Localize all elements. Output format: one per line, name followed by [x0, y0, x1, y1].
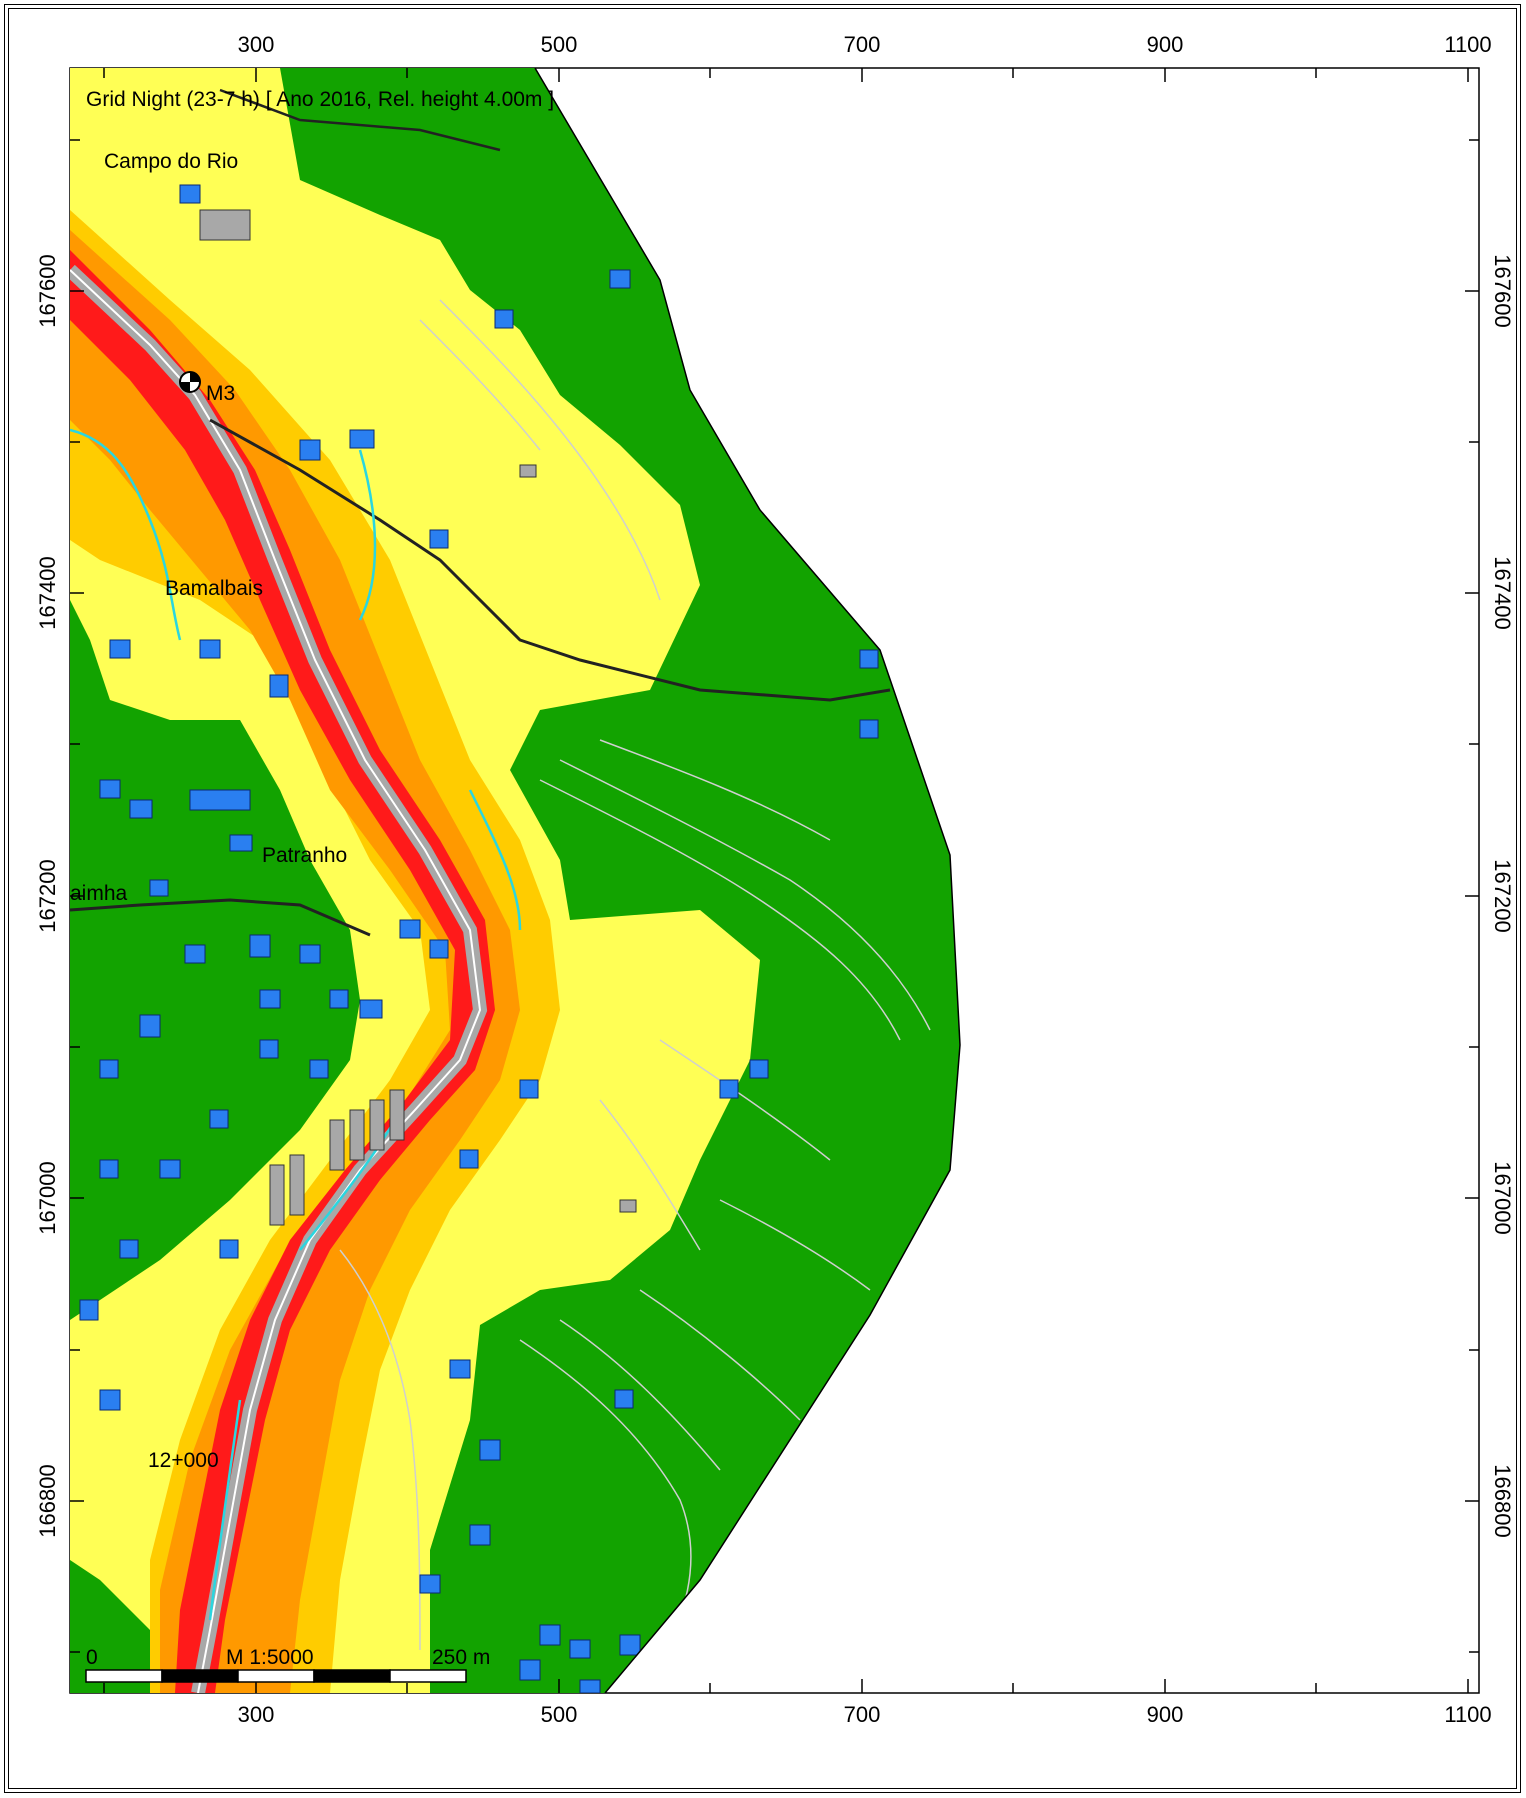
scale-bar — [85, 1669, 467, 1683]
railway-inner — [70, 269, 482, 1693]
x-tick-bottom-900: 900 — [1147, 1702, 1184, 1727]
zone-yellow-upper-left — [70, 110, 200, 280]
axis-ticks — [70, 68, 1479, 1693]
y-tick-left-167000: 167000 — [35, 1161, 60, 1234]
x-tick-bottom-700: 700 — [844, 1702, 881, 1727]
x-tick-top-300: 300 — [238, 32, 275, 57]
y-tick-left-167600: 167600 — [35, 254, 60, 327]
x-tick-top-1100: 1100 — [1444, 32, 1491, 57]
grey-buildings — [199, 209, 637, 1226]
y-tick-right-167600: 167600 — [1490, 254, 1515, 327]
y-tick-right-167400: 167400 — [1490, 556, 1515, 629]
x-tick-bottom-1100: 1100 — [1444, 1702, 1491, 1727]
outer-frame — [4, 4, 1521, 1793]
y-tick-right-167200: 167200 — [1490, 859, 1515, 932]
label-campo-do-rio: Campo do Rio — [104, 150, 238, 173]
zone-light-orange — [70, 210, 560, 1693]
y-tick-left-167400: 167400 — [35, 556, 60, 629]
label-aimha: aimha — [70, 882, 128, 905]
zone-orange — [70, 230, 520, 1693]
y-tick-right-166800: 166800 — [1490, 1464, 1515, 1537]
label-bamalbais: Bamalbais — [165, 577, 263, 600]
zone-boundary — [534, 67, 961, 1694]
scale-bar-end: 250 m — [432, 1646, 490, 1669]
x-tick-bottom-300: 300 — [238, 1702, 275, 1727]
y-tick-left-167200: 167200 — [35, 859, 60, 932]
y-tick-left-166800: 166800 — [35, 1464, 60, 1537]
x-tick-top-500: 500 — [541, 32, 578, 57]
map-title: Grid Night (23-7 h) [ Ano 2016, Rel. hei… — [86, 88, 554, 111]
scale-bar-start: 0 — [86, 1646, 98, 1669]
scale-bar-ratio: M 1:5000 — [226, 1646, 314, 1669]
label-marker-m3: M3 — [206, 382, 235, 405]
marker-m3-icon — [179, 371, 201, 393]
inner-frame — [8, 8, 1517, 1789]
label-patranho: Patranho — [262, 844, 347, 867]
road-north — [209, 418, 891, 702]
road-upper — [219, 88, 501, 152]
x-tick-top-700: 700 — [844, 32, 881, 57]
label-chainage: 12+000 — [148, 1449, 219, 1472]
buildings — [79, 184, 879, 1693]
x-tick-top-900: 900 — [1147, 32, 1184, 57]
contour-lines — [339, 299, 931, 1651]
x-tick-bottom-500: 500 — [541, 1702, 578, 1727]
zone-red — [70, 250, 495, 1693]
y-tick-right-167000: 167000 — [1490, 1161, 1515, 1234]
road-west — [70, 898, 371, 937]
